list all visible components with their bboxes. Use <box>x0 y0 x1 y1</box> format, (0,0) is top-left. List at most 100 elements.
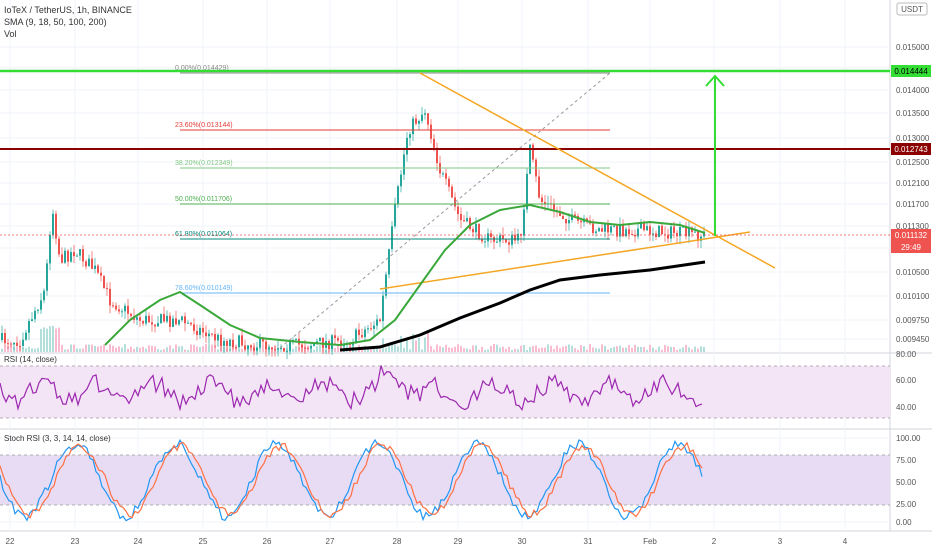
stoch-k-line[interactable] <box>0 438 703 522</box>
candle-body <box>202 327 204 333</box>
volume-bar <box>670 346 672 352</box>
candle-body <box>28 320 30 333</box>
triangle-lower-line[interactable] <box>379 231 751 290</box>
volume-bar <box>631 347 633 352</box>
candle-body <box>598 228 600 232</box>
candle-body <box>685 226 687 237</box>
volume-bar <box>490 345 492 352</box>
candle-body <box>103 275 105 288</box>
candle-body <box>541 197 543 202</box>
candle-body <box>295 338 297 340</box>
volume-bar <box>556 345 558 352</box>
volume-bar <box>439 346 441 352</box>
volume-bar <box>205 344 207 352</box>
volume-bar <box>499 347 501 352</box>
rsi-line[interactable] <box>0 365 703 412</box>
candle-body <box>643 223 645 231</box>
candle-body <box>145 315 147 324</box>
fibonacci-levels[interactable]: 0.00%(0.014429) 23.60%(0.013144) 38.20%(0.… <box>175 65 610 294</box>
badge-top-price: 0.014444 <box>891 65 931 77</box>
candle-body <box>442 173 444 175</box>
volume-bar <box>103 344 105 352</box>
candle-body <box>619 224 621 237</box>
sma-green-line[interactable] <box>104 203 706 347</box>
volume-bar <box>610 348 612 352</box>
candle-body <box>7 343 9 345</box>
volume-bar <box>154 346 156 352</box>
volume-bar <box>10 345 12 352</box>
candle-body <box>388 249 390 275</box>
volume-bar <box>517 349 519 352</box>
volume-bar <box>697 348 699 352</box>
candle-body <box>199 327 201 335</box>
candle-body <box>160 314 162 324</box>
stoch-d-line[interactable] <box>0 441 703 520</box>
volume-bar <box>292 348 294 352</box>
candle-body <box>184 316 186 324</box>
candle-body <box>226 341 228 347</box>
volume-bar <box>703 346 705 352</box>
volume-bar <box>502 346 504 352</box>
volume-bar <box>481 346 483 352</box>
candle-body <box>280 348 282 350</box>
candle-body <box>694 231 696 233</box>
candle-body <box>154 324 156 327</box>
svg-text:0.012743: 0.012743 <box>894 145 928 154</box>
volume-bar <box>445 344 447 352</box>
candle-body <box>175 318 177 325</box>
volume-bar <box>121 347 123 352</box>
volume-bar <box>613 346 615 352</box>
candlesticks[interactable] <box>1 107 705 360</box>
volume-bar <box>295 346 297 352</box>
volume-bar <box>187 349 189 352</box>
volume-bar <box>646 349 648 352</box>
volume-bar <box>55 328 57 352</box>
fib-level-label: 50.00%(0.011706) <box>175 196 232 203</box>
volume-bar <box>649 344 651 352</box>
candle-body <box>580 220 582 223</box>
candle-body <box>16 342 18 346</box>
target-arrow[interactable] <box>705 74 725 236</box>
currency-badge[interactable]: USDT <box>896 2 928 16</box>
fib-level-label: 0.00%(0.014429) <box>175 65 229 72</box>
candle-body <box>142 320 144 324</box>
volume-bar <box>124 344 126 352</box>
volume-bar <box>388 343 390 352</box>
volume-bar <box>595 348 597 352</box>
candle-body <box>136 317 138 320</box>
volume-bar <box>421 349 423 352</box>
volume-bar <box>202 346 204 352</box>
candle-body <box>13 342 15 345</box>
candle-body <box>613 225 615 227</box>
candle-body <box>115 305 117 310</box>
candle-body <box>472 228 474 233</box>
sma-black-line[interactable] <box>339 260 706 352</box>
volume-bar <box>211 344 213 352</box>
candle-body <box>301 344 303 348</box>
volume-bar <box>316 346 318 352</box>
candle-body <box>448 178 450 187</box>
candle-body <box>223 341 225 346</box>
candle-body <box>358 329 360 336</box>
candle-body <box>625 229 627 237</box>
candle-body <box>445 173 447 179</box>
volume-bar <box>379 349 381 352</box>
volume-bar <box>685 344 687 352</box>
volume-bar <box>130 346 132 352</box>
volume-bar <box>460 346 462 352</box>
volume-bar <box>523 344 525 352</box>
candle-body <box>406 137 408 155</box>
candle-body <box>481 239 483 242</box>
candle-body <box>271 347 273 350</box>
candle-body <box>394 204 396 227</box>
volume-bar <box>49 326 51 352</box>
volume-bar <box>430 346 432 352</box>
candle-body <box>616 225 618 237</box>
candle-body <box>190 322 192 325</box>
price-tick-label: 0.012500 <box>896 158 930 167</box>
candle-body <box>424 113 426 115</box>
time-tick-label: 3 <box>778 537 783 546</box>
volume-bar <box>469 349 471 352</box>
candle-body <box>94 265 96 269</box>
